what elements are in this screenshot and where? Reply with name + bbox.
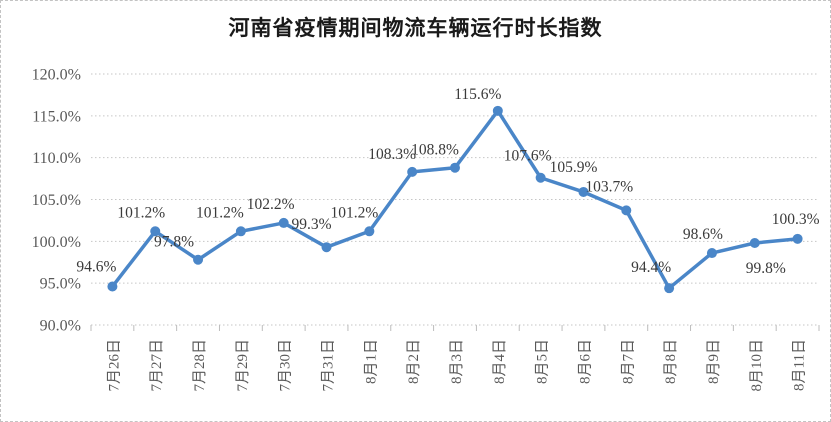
x-axis-tick-label: 8月7日 [620, 339, 636, 384]
data-point-marker [107, 281, 118, 292]
y-axis-tick-label: 100.0% [32, 234, 81, 251]
data-label: 101.2% [196, 204, 244, 221]
data-point-marker [450, 162, 460, 173]
y-axis-tick-label: 95.0% [40, 276, 81, 293]
data-point-marker [578, 186, 589, 197]
data-point-marker [150, 226, 161, 237]
y-axis-tick-label: 110.0% [32, 150, 81, 167]
x-axis-tick-label: 7月29日 [235, 339, 251, 392]
x-axis-tick-label: 7月27日 [149, 339, 165, 392]
y-axis-tick-label: 115.0% [32, 108, 81, 125]
data-point-marker [407, 166, 418, 177]
data-label: 98.6% [683, 226, 723, 243]
x-axis-tick-label: 8月8日 [663, 339, 679, 384]
x-axis-tick-label: 7月31日 [321, 339, 337, 392]
data-point-marker [492, 105, 503, 116]
data-point-marker [664, 283, 675, 294]
data-label: 97.8% [154, 234, 194, 251]
data-point-marker [621, 205, 632, 216]
x-axis-tick-label: 8月5日 [535, 339, 551, 384]
y-axis-tick-label: 120.0% [32, 67, 81, 84]
data-label: 107.6% [504, 148, 552, 165]
x-axis-tick-label: 8月10日 [749, 339, 765, 392]
data-point-marker [278, 217, 289, 228]
x-axis-tick-label: 8月3日 [449, 339, 465, 384]
data-label: 115.6% [454, 86, 501, 103]
x-axis-tick-label: 8月6日 [577, 339, 593, 384]
x-axis-tick-label: 8月11日 [792, 339, 808, 391]
data-label: 102.2% [247, 196, 295, 213]
data-point-marker [535, 172, 546, 183]
data-label: 99.8% [746, 260, 786, 277]
data-point-marker [321, 242, 332, 253]
data-label: 101.2% [330, 204, 378, 221]
x-axis-tick-label: 7月28日 [192, 339, 208, 392]
data-point-marker [364, 226, 375, 237]
x-axis-tick-label: 8月2日 [406, 339, 422, 384]
data-label: 100.3% [772, 211, 820, 228]
data-point-marker [706, 248, 717, 259]
x-axis-tick-label: 8月9日 [706, 339, 722, 384]
data-label: 101.2% [117, 204, 165, 221]
data-label: 94.4% [631, 259, 671, 276]
x-axis-tick-label: 8月1日 [363, 339, 379, 384]
x-axis-tick-label: 7月30日 [278, 339, 294, 392]
data-label: 99.3% [292, 216, 332, 233]
data-point-marker [749, 238, 760, 249]
data-label: 94.6% [76, 259, 116, 276]
y-axis-tick-label: 90.0% [40, 318, 81, 335]
data-label: 103.7% [585, 178, 633, 195]
data-point-marker [193, 254, 204, 265]
y-axis-tick-label: 105.0% [32, 192, 81, 209]
x-axis-tick-label: 7月26日 [106, 339, 122, 392]
x-axis-tick-label: 8月4日 [492, 339, 508, 384]
chart-title: 河南省疫情期间物流车辆运行时长指数 [228, 16, 603, 40]
data-label: 108.8% [411, 142, 459, 159]
data-label: 105.9% [550, 159, 598, 176]
data-point-marker [792, 233, 803, 244]
data-label: 108.3% [368, 146, 416, 163]
data-point-marker [235, 226, 246, 237]
